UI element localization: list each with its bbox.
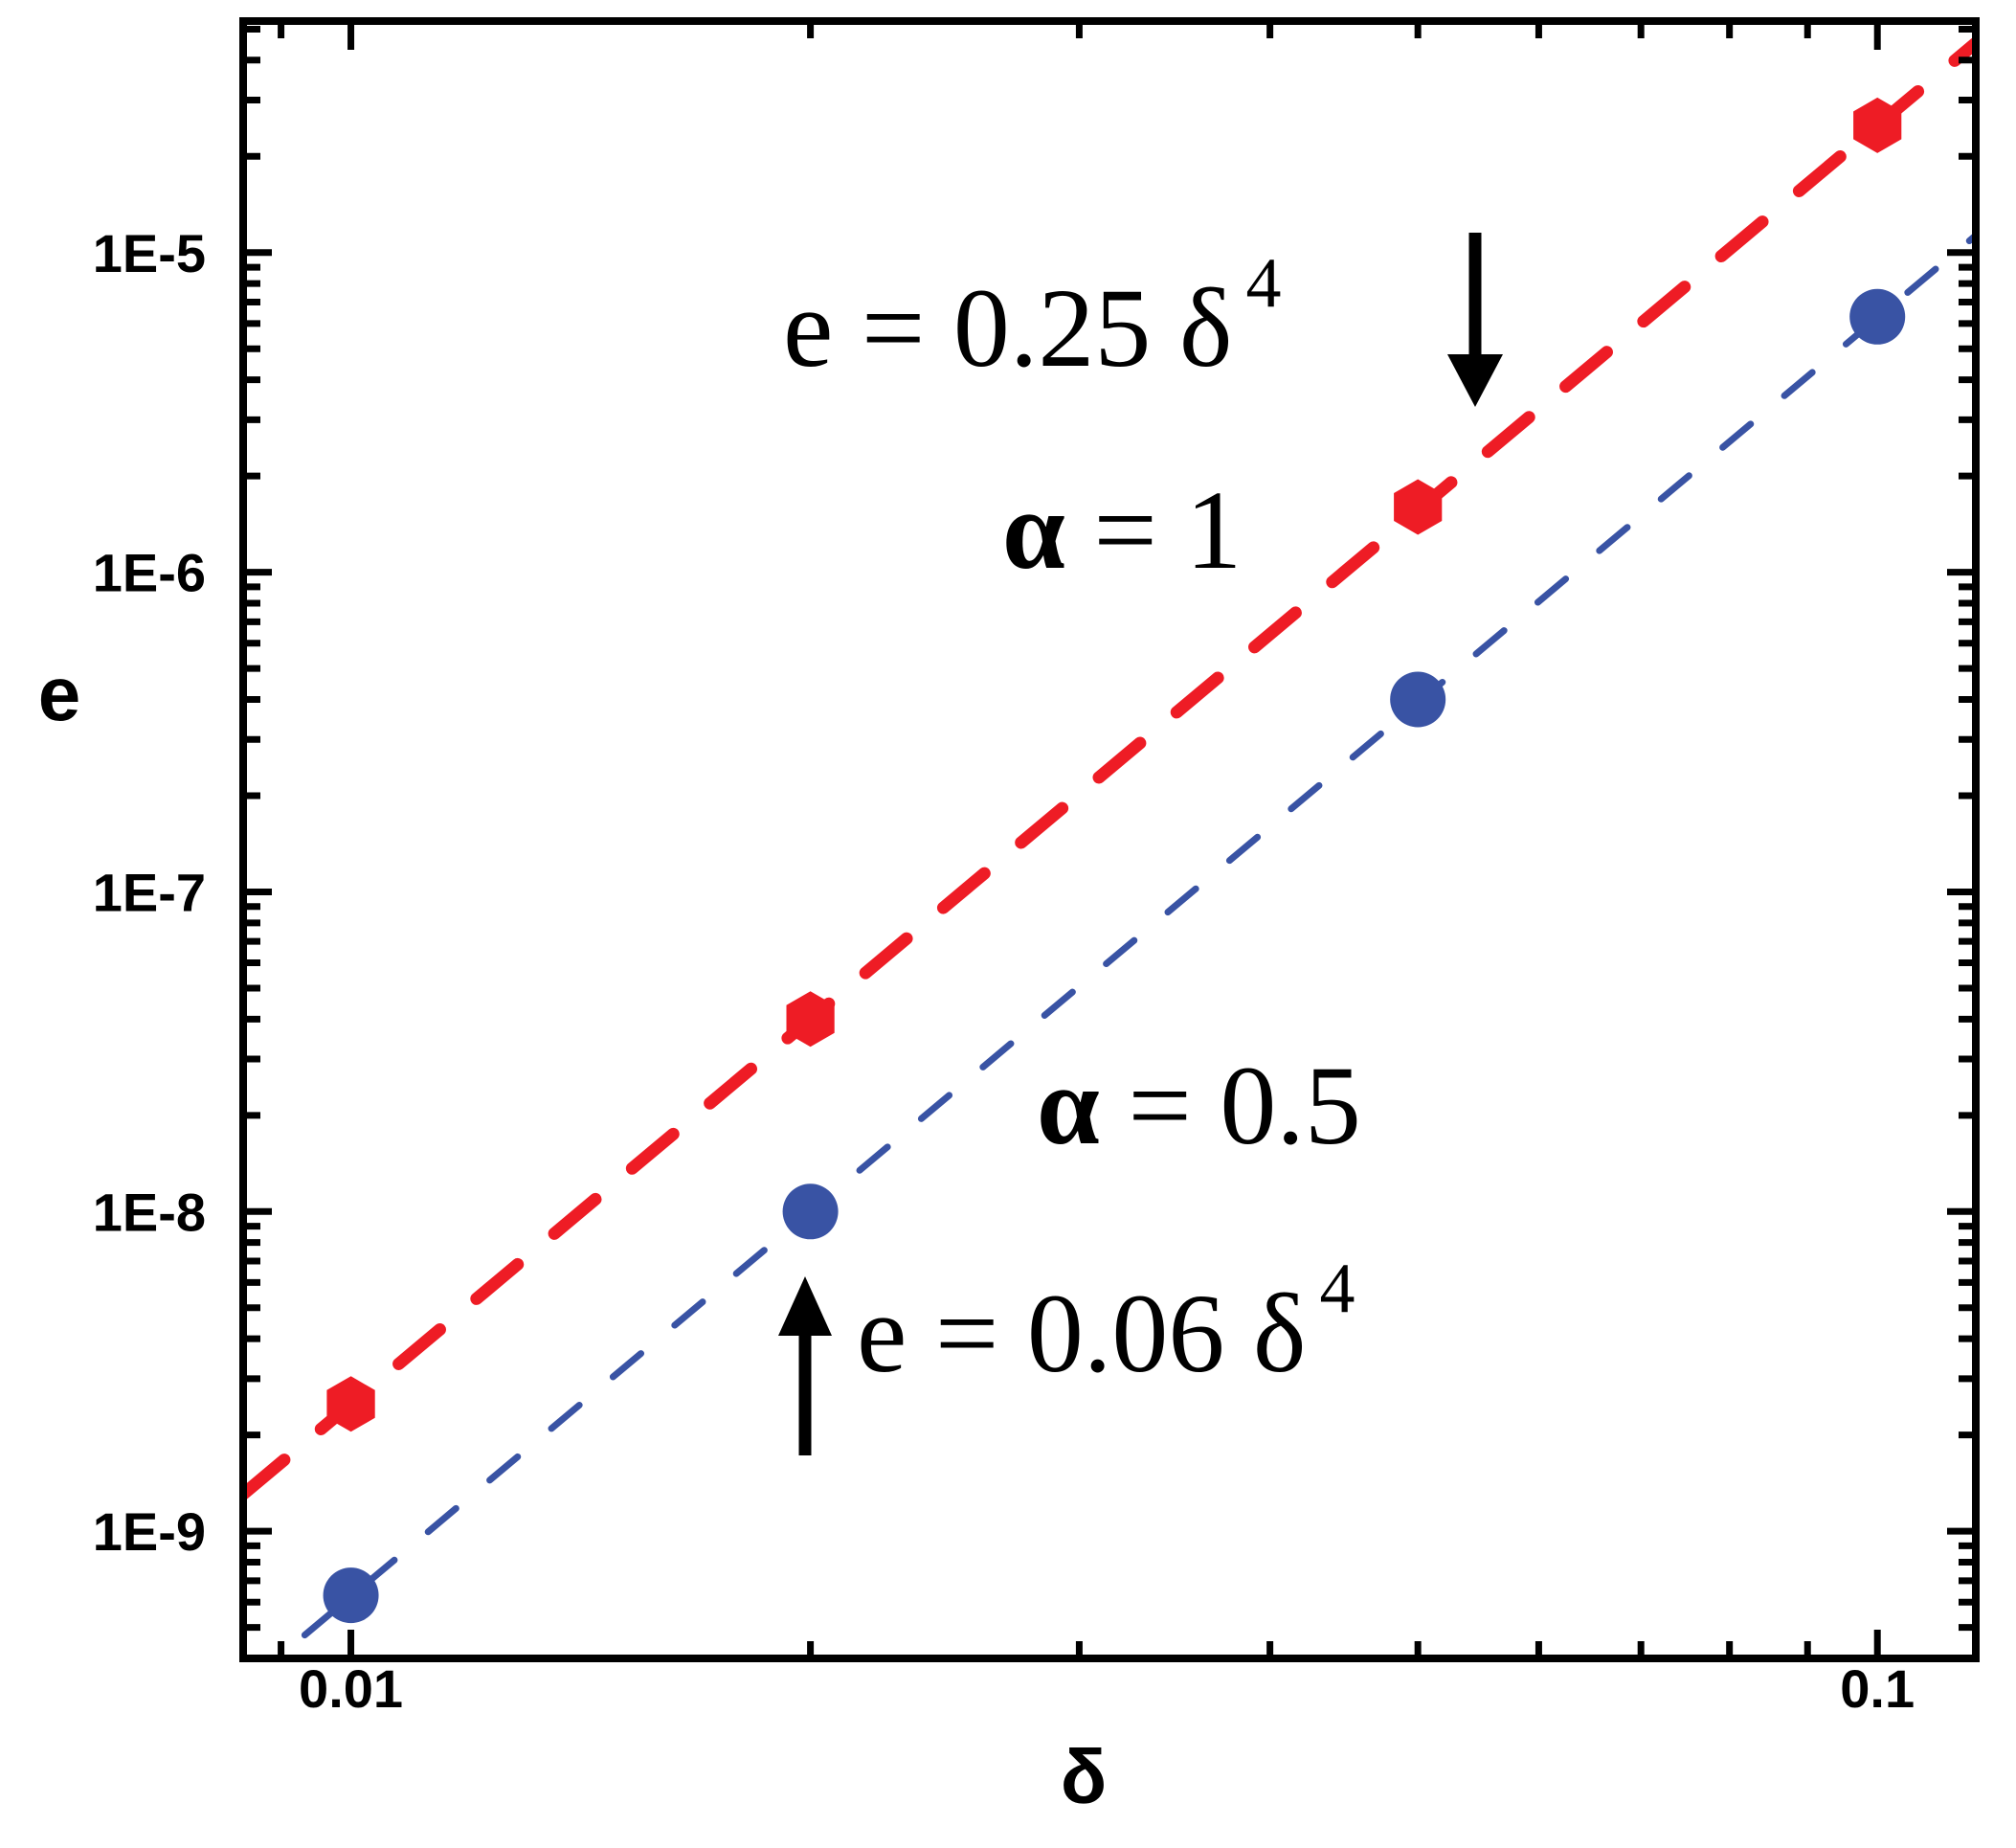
data-markers	[323, 97, 1906, 1624]
y-tick-label: 1E-8	[93, 1182, 206, 1242]
x-axis-title: δ	[1061, 1734, 1108, 1819]
annotation-alpha-blue: α = 0.5	[1037, 1043, 1361, 1168]
y-tick-label: 1E-7	[93, 862, 206, 922]
x-tick-label: 0.01	[299, 1658, 403, 1719]
x-tick-label: 0.1	[1840, 1658, 1915, 1719]
marker-s1-p4	[1853, 97, 1902, 153]
y-tick-label: 1E-6	[93, 543, 206, 603]
tick-labels: 0.01 0.1 1E-9 1E-8 1E-7 1E-6 1E-5	[93, 223, 1915, 1719]
y-axis-title: e	[38, 651, 81, 736]
annotation-alpha-red: α = 1	[1002, 467, 1242, 593]
marker-s1-p1	[326, 1376, 375, 1432]
marker-s2-p4	[1849, 288, 1906, 345]
y-tick-label: 1E-5	[93, 223, 206, 283]
up-arrow	[778, 1276, 832, 1455]
marker-s2-p2	[782, 1183, 839, 1240]
marker-s2-p3	[1390, 671, 1446, 728]
plot-frame	[239, 17, 1980, 1662]
marker-s1-p2	[786, 991, 835, 1048]
down-arrow	[1447, 233, 1503, 407]
fit-line-2	[271, 232, 1976, 1658]
fit-lines	[243, 36, 1976, 1658]
fit-line-1	[243, 36, 1976, 1501]
marker-s2-p1	[323, 1567, 379, 1624]
axis-ticks	[243, 21, 1976, 1662]
y-tick-label: 1E-9	[93, 1501, 206, 1562]
marker-s1-p3	[1394, 479, 1443, 535]
